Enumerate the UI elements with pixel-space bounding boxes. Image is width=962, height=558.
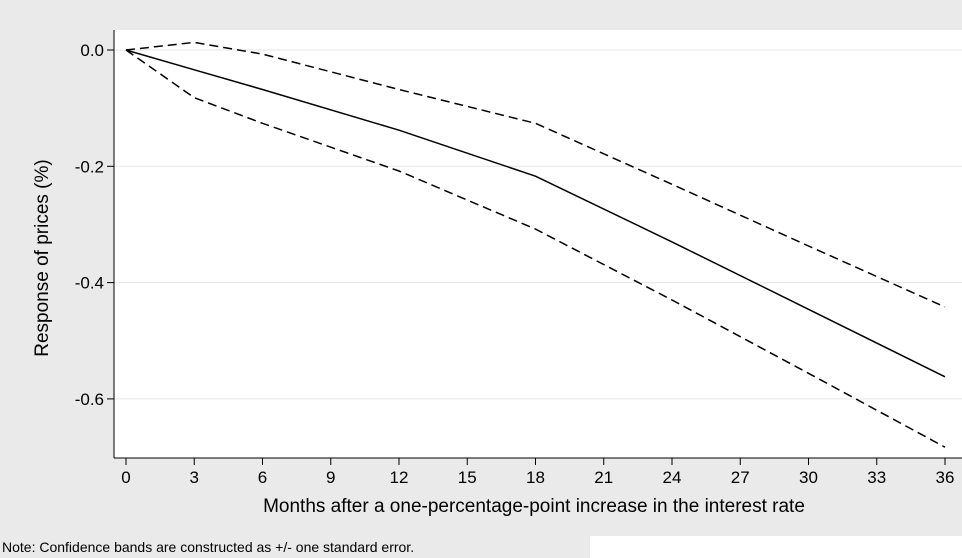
x-tick-label: 18 <box>526 468 545 487</box>
x-tick-label: 21 <box>594 468 613 487</box>
x-tick-label: 12 <box>390 468 409 487</box>
x-tick-label: 9 <box>326 468 335 487</box>
y-tick-label: -0.6 <box>75 390 104 409</box>
x-tick-label: 15 <box>458 468 477 487</box>
x-tick-label: 24 <box>663 468 682 487</box>
confidence-band-line <box>125 41 946 308</box>
plot-area <box>114 30 962 458</box>
y-tick-label: 0.0 <box>80 41 104 60</box>
x-tick-label: 6 <box>258 468 267 487</box>
x-tick-label: 36 <box>936 468 955 487</box>
y-tick-label: -0.2 <box>75 157 104 176</box>
note-bar: Note: Confidence bands are constructed a… <box>0 536 590 558</box>
response-line <box>125 49 946 378</box>
x-axis-title: Months after a one-percentage-point incr… <box>263 496 805 517</box>
y-tick-label: -0.4 <box>75 274 104 293</box>
y-axis-title: Response of prices (%) <box>32 159 53 356</box>
figure-background: 0.0 -0.2 -0.4 -0.6 0 3 6 9 12 15 18 21 24 27 30 33 36 Mon… <box>0 0 962 536</box>
x-tick-label: 3 <box>190 468 199 487</box>
x-tick-label: 0 <box>121 468 130 487</box>
chart-note: Note: Confidence bands are constructed a… <box>2 539 415 555</box>
line-chart: 0.0-0.2-0.4-0.60 3 6 9 12 15 18 21 24 27 30 33 36Mon… <box>32 30 962 517</box>
x-tick-label: 27 <box>731 468 750 487</box>
x-tick-label: 30 <box>799 468 818 487</box>
x-tick-label: 33 <box>867 468 886 487</box>
confidence-band-line <box>125 49 946 448</box>
